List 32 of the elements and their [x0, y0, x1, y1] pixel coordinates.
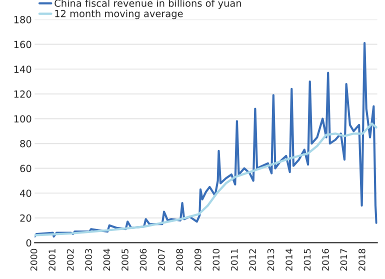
x-tick-label: 2002 [66, 249, 74, 271]
x-tick-label: 2000 [30, 248, 38, 271]
legend-label: 12 month moving average [55, 10, 183, 20]
x-tick-label: 2016 [322, 248, 329, 271]
x-tick-label: 2013 [267, 249, 274, 271]
y-tick-label: 180 [14, 16, 32, 24]
y-tick-label: 120 [14, 90, 32, 98]
x-tick-label: 2007 [158, 249, 165, 271]
x-tick-label: 2011 [230, 249, 238, 271]
y-tick-label: 100 [14, 115, 32, 123]
x-tick-label: 2012 [249, 249, 256, 271]
x-tick-label: 2005 [122, 249, 128, 271]
y-tick-label: 20 [20, 214, 32, 222]
line-series [34, 122, 378, 236]
y-tick-label: 40 [20, 190, 32, 197]
x-tick-label: 2004 [103, 248, 110, 271]
y-tick-label: 0 [26, 239, 32, 247]
y-tick-label: 160 [14, 40, 32, 48]
x-tick-label: 2006 [140, 248, 147, 271]
x-tick-label: 2015 [304, 249, 311, 271]
x-tick-label: 2003 [85, 249, 92, 271]
x-tick-label: 2008 [176, 248, 184, 271]
x-tick-label: 2017 [340, 249, 348, 271]
y-tick-label: 60 [20, 164, 32, 172]
x-tick-label: 2010 [212, 248, 220, 271]
x-tick-label: 2009 [194, 248, 202, 271]
x-tick-label: 2014 [286, 248, 292, 271]
line-series [34, 42, 378, 238]
y-tick-label: 80 [20, 140, 32, 148]
x-tick-label: 2001 [48, 249, 56, 271]
x-tick-label: 2018 [358, 248, 366, 271]
y-tick-label: 140 [14, 66, 32, 73]
